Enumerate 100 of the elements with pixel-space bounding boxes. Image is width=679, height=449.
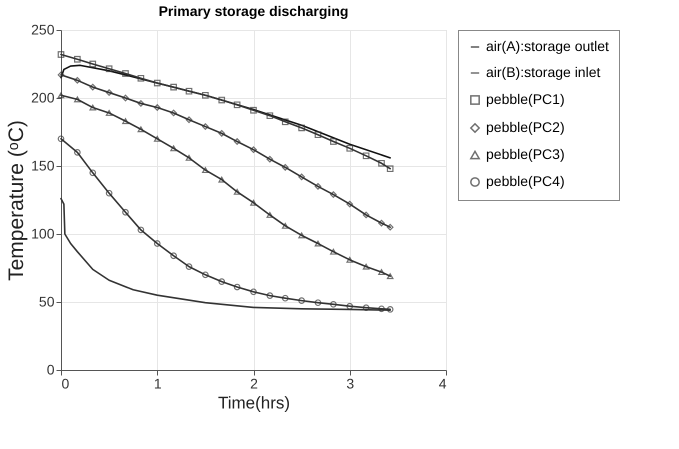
point <box>170 252 177 260</box>
point <box>122 70 129 77</box>
y-tick-label: 100 <box>31 226 55 242</box>
point <box>106 190 112 197</box>
point <box>186 88 192 95</box>
point <box>154 136 161 142</box>
point <box>234 138 240 145</box>
point <box>202 92 209 99</box>
point <box>266 292 274 299</box>
point <box>266 112 274 120</box>
point <box>89 60 96 68</box>
legend-label: air(B):storage inlet <box>486 64 600 80</box>
point <box>282 118 289 126</box>
point <box>346 256 354 263</box>
point <box>298 232 305 238</box>
point <box>266 212 274 218</box>
x-tick-label: 1 <box>154 376 162 392</box>
point <box>186 116 192 124</box>
point <box>58 51 64 58</box>
point <box>154 80 161 86</box>
point <box>250 146 257 154</box>
point <box>314 299 322 306</box>
x-axis-title: Time(hrs) <box>218 394 290 412</box>
point <box>122 118 129 124</box>
point <box>106 89 112 96</box>
point <box>89 169 96 176</box>
legend-label: air(A):storage outlet <box>486 38 610 54</box>
point <box>74 76 81 84</box>
point <box>170 84 177 90</box>
point <box>330 191 337 198</box>
point <box>138 126 144 132</box>
point <box>378 269 385 276</box>
point <box>89 104 96 110</box>
y-tick-label: 250 <box>31 22 55 38</box>
point <box>282 222 289 229</box>
point <box>89 84 96 90</box>
point <box>330 248 337 255</box>
y-tick-label: 200 <box>31 90 55 106</box>
point <box>138 100 144 107</box>
point <box>378 220 385 226</box>
point <box>234 101 240 108</box>
point <box>298 174 305 180</box>
point <box>202 271 209 278</box>
point <box>362 264 370 270</box>
point <box>362 212 370 218</box>
point <box>250 200 257 206</box>
point <box>202 123 209 130</box>
point <box>234 284 240 290</box>
legend-label: pebble(PC1) <box>486 91 565 107</box>
y-tick-label: 150 <box>31 158 55 174</box>
point <box>330 138 337 145</box>
point <box>378 305 385 312</box>
point <box>218 96 226 104</box>
y-tick-label: 50 <box>38 294 55 310</box>
point <box>74 56 81 63</box>
point <box>122 208 129 216</box>
legend-label: pebble(PC3) <box>486 146 565 162</box>
point <box>250 288 257 296</box>
x-tick-label: 2 <box>250 376 258 392</box>
point <box>106 65 112 72</box>
point <box>58 72 64 78</box>
point <box>386 224 394 231</box>
point <box>202 167 209 174</box>
point <box>154 104 161 111</box>
point <box>250 106 257 114</box>
point <box>330 300 337 308</box>
legend-label: pebble(PC2) <box>486 119 565 135</box>
point <box>74 149 81 156</box>
point <box>234 188 240 195</box>
point <box>282 294 289 302</box>
x-tick-label: 4 <box>438 376 447 392</box>
point <box>186 154 192 161</box>
point <box>346 302 354 310</box>
point <box>346 144 354 152</box>
point <box>138 226 144 234</box>
y-tick-label: 0 <box>46 362 55 378</box>
point <box>106 110 112 116</box>
point <box>298 124 305 132</box>
point <box>314 183 322 190</box>
point <box>138 74 144 82</box>
point <box>314 131 322 138</box>
point <box>386 165 394 172</box>
point <box>266 156 274 163</box>
point <box>74 96 81 102</box>
chart-title: Primary storage discharging <box>158 3 348 19</box>
point <box>218 130 226 137</box>
point <box>218 278 226 285</box>
point <box>314 240 322 246</box>
point <box>362 152 370 160</box>
x-tick-label: 0 <box>62 376 70 392</box>
point <box>170 145 177 152</box>
point <box>186 263 192 270</box>
point <box>386 273 394 280</box>
y-axis-title: Temperature (ᵒC) <box>5 120 28 281</box>
point <box>170 110 177 116</box>
point <box>218 176 226 183</box>
point <box>378 160 385 167</box>
legend-label: pebble(PC4) <box>486 173 565 189</box>
point <box>282 164 289 171</box>
x-tick-label: 3 <box>346 376 354 392</box>
